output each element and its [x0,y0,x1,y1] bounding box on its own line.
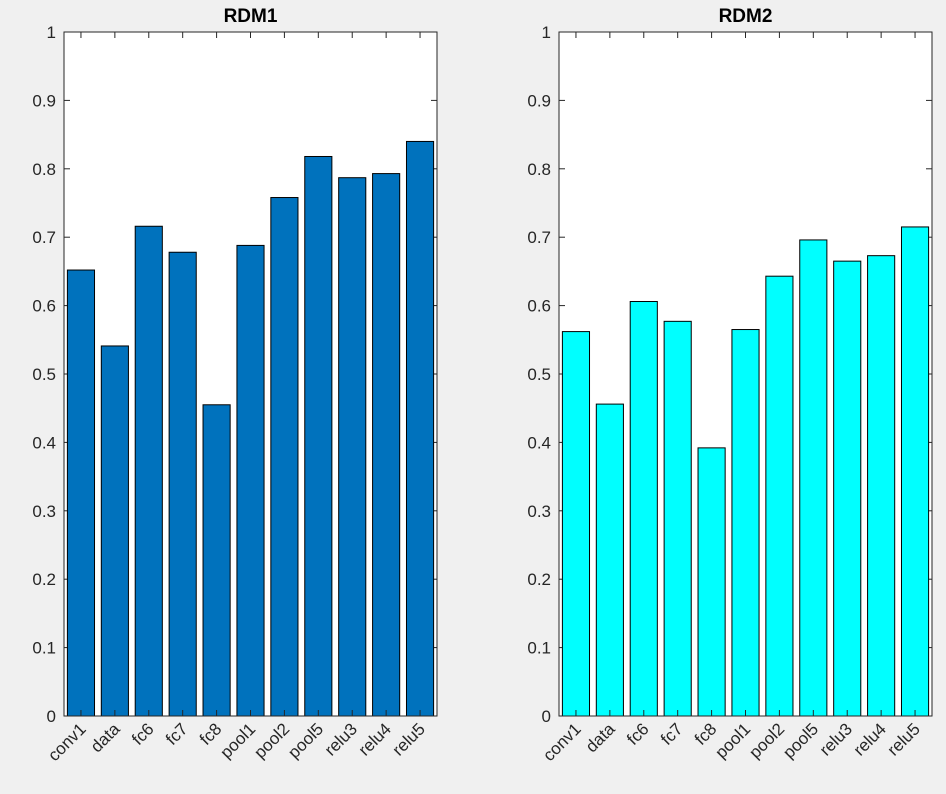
bar-data [100,345,129,717]
x-tick-label-fc6: fc6 [623,719,652,748]
bar-relu3 [833,260,862,717]
x-tick-label-data: data [87,719,124,756]
chart-title: RDM1 [224,6,278,27]
y-tick-label: 0.4 [527,433,551,452]
x-tick-label-relu5: relu5 [389,719,429,759]
y-tick-label: 1 [542,23,551,42]
axes-box [63,31,438,717]
bar-pool1 [236,244,265,717]
y-tick-label: 0.9 [32,91,56,110]
x-tick-label-conv1: conv1 [539,719,585,765]
bar-fc7 [663,320,692,717]
x-tick-label-fc6: fc6 [128,719,157,748]
axes-box [558,31,933,717]
x-tick-label-pool5: pool5 [779,719,822,762]
x-tick-label-relu4: relu4 [355,719,395,759]
y-tick-label: 0 [47,707,56,726]
y-tick-label: 0.3 [527,502,551,521]
x-tick-label-conv1: conv1 [44,719,90,765]
y-tick-label: 0.2 [527,570,551,589]
y-tick-label: 0.5 [32,365,56,384]
bar-pool1 [731,329,760,717]
chart-rdm1: RDM1 0 0.1 0.2 0.3 0.4 0.5 0.6 0.7 0.8 0.9 1 conv1da… [32,6,438,765]
y-tick-label: 0.5 [527,365,551,384]
bar-fc8 [697,447,726,717]
bar-fc7 [168,251,197,717]
bar-data [595,403,624,717]
bar-pool2 [765,275,794,717]
x-tick-label-pool2: pool2 [745,719,788,762]
x-tick-label-relu4: relu4 [850,719,890,759]
y-tick-label: 0.4 [32,433,56,452]
bar-relu5 [900,226,930,717]
y-tick-label: 0.1 [527,639,551,658]
y-tick-label: 0.2 [32,570,56,589]
x-tick-label-pool5: pool5 [284,719,327,762]
y-tick-label: 0 [542,707,551,726]
y-tick-label: 0.1 [32,639,56,658]
x-tick-label-fc7: fc7 [162,719,191,748]
bar-fc6 [629,300,658,717]
bar-pool5 [304,155,333,717]
y-tick-label: 0.6 [527,297,551,316]
y-tick-label: 0.7 [32,228,56,247]
bar-conv1 [561,331,591,717]
y-tick-label: 0.3 [32,502,56,521]
chart-rdm2: RDM2 0 0.1 0.2 0.3 0.4 0.5 0.6 0.7 0.8 0.9 1 conv1da… [527,6,933,765]
bar-relu3 [338,177,367,717]
x-tick-label-pool2: pool2 [250,719,293,762]
bar-conv1 [66,269,96,717]
x-tick-label-pool1: pool1 [711,719,754,762]
x-tick-label-fc7: fc7 [657,719,686,748]
bar-relu4 [867,255,896,717]
x-tick-label-relu3: relu3 [816,719,856,759]
x-tick-label-data: data [582,719,619,756]
bar-relu5 [405,140,435,717]
bar-fc8 [202,404,231,717]
x-tick-label-pool1: pool1 [216,719,259,762]
bar-fc6 [134,225,163,717]
bar-relu4 [372,173,401,717]
x-tick-label-relu5: relu5 [884,719,924,759]
y-tick-label: 0.8 [527,160,551,179]
y-tick-label: 0.8 [32,160,56,179]
chart-title: RDM2 [719,6,773,27]
y-tick-label: 1 [47,23,56,42]
y-tick-label: 0.9 [527,91,551,110]
bar-pool5 [799,239,828,717]
bar-pool2 [270,197,299,717]
y-tick-label: 0.7 [527,228,551,247]
x-tick-label-relu3: relu3 [321,719,361,759]
y-tick-label: 0.6 [32,297,56,316]
